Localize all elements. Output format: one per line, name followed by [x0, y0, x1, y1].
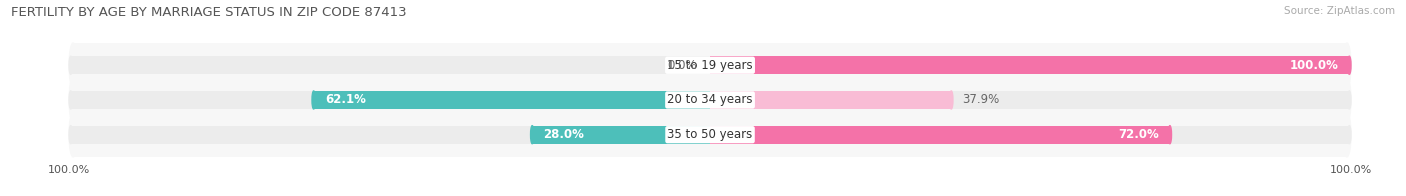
- Bar: [710, 56, 1350, 74]
- Circle shape: [69, 126, 72, 144]
- Bar: [710, 126, 1350, 144]
- Text: 37.9%: 37.9%: [963, 93, 1000, 106]
- Bar: [710, 91, 1350, 109]
- Text: 15 to 19 years: 15 to 19 years: [668, 59, 752, 72]
- Bar: [73, 113, 1347, 157]
- Text: Source: ZipAtlas.com: Source: ZipAtlas.com: [1284, 6, 1395, 16]
- Circle shape: [69, 56, 72, 74]
- Circle shape: [1343, 78, 1351, 122]
- Bar: [710, 91, 952, 109]
- Circle shape: [69, 91, 72, 109]
- Circle shape: [69, 43, 77, 87]
- Circle shape: [1343, 43, 1351, 87]
- Circle shape: [312, 91, 315, 109]
- Bar: [533, 126, 710, 144]
- Circle shape: [1348, 56, 1351, 74]
- Text: 28.0%: 28.0%: [543, 128, 585, 141]
- Text: 35 to 50 years: 35 to 50 years: [668, 128, 752, 141]
- Text: 100.0%: 100.0%: [1289, 59, 1339, 72]
- Text: 72.0%: 72.0%: [1118, 128, 1159, 141]
- Bar: [314, 91, 710, 109]
- Text: FERTILITY BY AGE BY MARRIAGE STATUS IN ZIP CODE 87413: FERTILITY BY AGE BY MARRIAGE STATUS IN Z…: [11, 6, 406, 19]
- Text: 0.0%: 0.0%: [668, 59, 697, 72]
- Circle shape: [69, 113, 77, 157]
- Bar: [710, 126, 1170, 144]
- Bar: [70, 126, 710, 144]
- Text: 20 to 34 years: 20 to 34 years: [668, 93, 752, 106]
- Bar: [73, 78, 1347, 122]
- Circle shape: [1168, 126, 1171, 144]
- Bar: [73, 43, 1347, 87]
- Circle shape: [69, 78, 77, 122]
- Circle shape: [1343, 113, 1351, 157]
- Circle shape: [1348, 91, 1351, 109]
- Circle shape: [1348, 126, 1351, 144]
- Bar: [70, 56, 710, 74]
- Circle shape: [949, 91, 953, 109]
- Bar: [70, 91, 710, 109]
- Circle shape: [530, 126, 534, 144]
- Bar: [710, 56, 1350, 74]
- Circle shape: [1348, 56, 1351, 74]
- Text: 62.1%: 62.1%: [325, 93, 366, 106]
